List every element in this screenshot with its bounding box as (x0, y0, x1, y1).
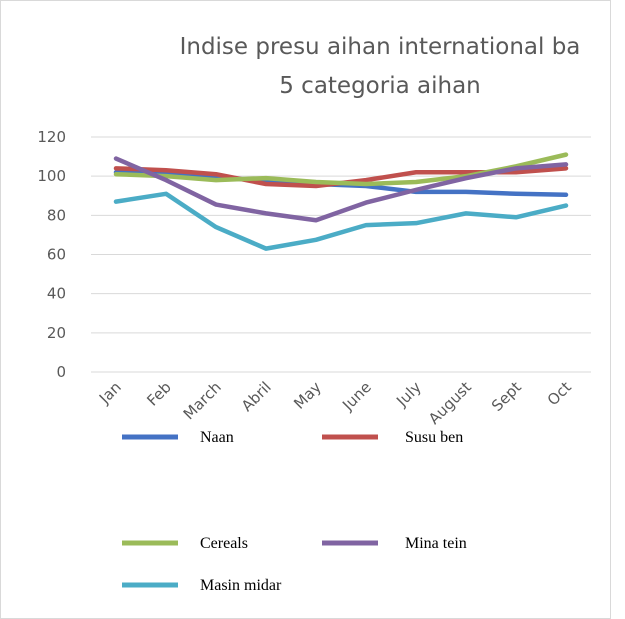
chart-border (0, 0, 611, 619)
y-tick-label: 60 (47, 246, 66, 264)
legend-label: Masin midar (200, 577, 282, 594)
legend-label: Cereals (200, 535, 248, 552)
y-tick-label: 40 (47, 285, 66, 303)
chart-title: 5 categoria aihan (279, 73, 481, 99)
y-tick-label: 100 (37, 167, 66, 185)
legend-label: Mina tein (405, 535, 467, 552)
y-tick-label: 0 (56, 363, 66, 381)
legend-label: Susu ben (405, 429, 463, 446)
series-line (113, 191, 569, 251)
y-tick-label: 120 (37, 128, 66, 146)
series-line (113, 156, 569, 223)
y-tick-label: 80 (47, 206, 66, 224)
chart-title: Indise presu aihan international ba (180, 34, 581, 60)
y-tick-label: 20 (47, 324, 66, 342)
legend-label: Naan (200, 429, 234, 446)
